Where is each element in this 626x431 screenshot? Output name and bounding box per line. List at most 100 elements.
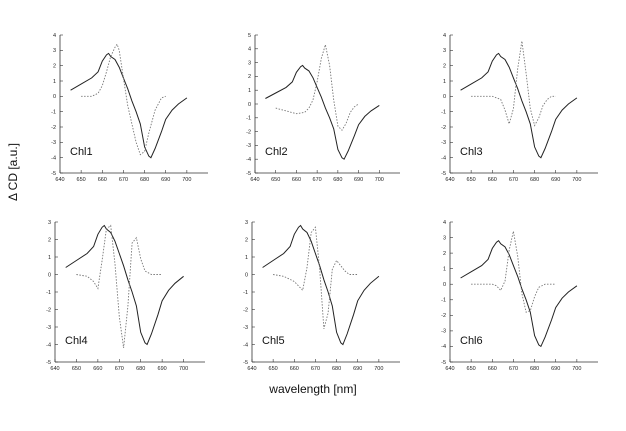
y-tick-label: -1: [441, 298, 446, 304]
y-tick-label: -1: [243, 290, 248, 296]
y-tick-label: -4: [51, 155, 56, 161]
y-tick-label: 0: [443, 94, 446, 100]
y-tick-label: 3: [53, 48, 56, 54]
y-tick-label: 5: [248, 33, 251, 39]
y-tick-label: -3: [243, 325, 248, 331]
y-tick-label: -3: [246, 143, 251, 149]
x-tick-label: 670: [509, 366, 518, 372]
y-tick-label: 2: [245, 237, 248, 243]
y-tick-label: -3: [441, 140, 446, 146]
x-tick-label: 690: [354, 177, 363, 183]
panel-label: Chl5: [262, 335, 285, 347]
x-tick-label: 680: [332, 366, 341, 372]
y-tick-label: 3: [443, 48, 446, 54]
x-tick-label: 660: [488, 177, 497, 183]
y-tick-label: 2: [443, 63, 446, 69]
x-tick-label: 650: [467, 177, 476, 183]
panel-chl2: -5 -4 -3 -2 -1 0 1 2 3 4 5 640 650 660 670 680 690 700 Chl…: [246, 33, 400, 183]
y-tick-label: -1: [441, 109, 446, 115]
y-tick-label: -5: [243, 360, 248, 366]
y-tick-label: 1: [443, 266, 446, 272]
solid-series-line: [460, 239, 578, 348]
x-tick-label: 670: [509, 177, 518, 183]
y-tick-label: -2: [246, 129, 251, 135]
x-tick-label: 700: [572, 177, 581, 183]
y-tick-label: -3: [51, 140, 56, 146]
x-tick-label: 660: [93, 366, 102, 372]
y-tick-label: 2: [443, 251, 446, 257]
y-tick-label: -5: [51, 171, 56, 177]
y-tick-label: 2: [48, 237, 51, 243]
y-tick-label: -2: [441, 125, 446, 131]
solid-series-line: [460, 52, 578, 159]
x-tick-label: 700: [374, 366, 383, 372]
dotted-series-line: [81, 43, 166, 156]
x-tick-label: 650: [77, 177, 86, 183]
y-tick-label: 4: [443, 33, 446, 39]
y-tick-label: -4: [46, 342, 51, 348]
x-tick-label: 640: [250, 177, 259, 183]
y-tick-label: 0: [443, 282, 446, 288]
x-tick-label: 680: [140, 177, 149, 183]
x-tick-label: 640: [50, 366, 59, 372]
y-tick-label: -5: [441, 171, 446, 177]
x-tick-label: 660: [98, 177, 107, 183]
panel-label: Chl1: [70, 146, 93, 158]
x-tick-label: 700: [179, 366, 188, 372]
x-axis-label: wavelength [nm]: [269, 382, 357, 396]
solid-series-line: [65, 224, 184, 346]
y-tick-label: -5: [246, 171, 251, 177]
panel-chl1: -5 -4 -3 -2 -1 0 1 2 3 4 640 650 660 670 680 690 700 Chl1: [51, 33, 208, 183]
x-tick-label: 670: [115, 366, 124, 372]
y-tick-label: -3: [46, 325, 51, 331]
panel-label: Chl6: [460, 335, 483, 347]
panel-label: Chl3: [460, 146, 483, 158]
y-tick-label: 0: [48, 272, 51, 278]
x-tick-label: 700: [182, 177, 191, 183]
y-tick-label: -5: [46, 360, 51, 366]
y-tick-label: 1: [245, 255, 248, 261]
y-tick-label: 2: [248, 74, 251, 80]
x-tick-label: 650: [467, 366, 476, 372]
y-tick-label: 0: [245, 272, 248, 278]
y-tick-label: 4: [53, 33, 56, 39]
x-tick-label: 650: [269, 366, 278, 372]
y-tick-label: -1: [51, 109, 56, 115]
x-tick-label: 670: [311, 366, 320, 372]
x-tick-label: 640: [55, 177, 64, 183]
panel-chl5: -5 -4 -3 -2 -1 0 1 2 3 640 650 660 670 680 690 700 Chl5: [243, 220, 400, 372]
y-tick-label: -2: [51, 125, 56, 131]
x-tick-label: 700: [572, 366, 581, 372]
y-tick-label: 4: [443, 220, 446, 226]
y-tick-label: -1: [246, 116, 251, 122]
y-tick-label: -5: [441, 360, 446, 366]
y-tick-label: -4: [441, 344, 446, 350]
x-tick-label: 690: [551, 366, 560, 372]
dotted-series-line: [273, 226, 358, 329]
x-tick-label: 660: [488, 366, 497, 372]
x-tick-label: 640: [445, 177, 454, 183]
x-tick-label: 660: [292, 177, 301, 183]
y-tick-label: 1: [443, 79, 446, 85]
x-tick-label: 670: [119, 177, 128, 183]
x-tick-label: 690: [353, 366, 362, 372]
x-tick-label: 690: [161, 177, 170, 183]
x-tick-label: 690: [158, 366, 167, 372]
y-tick-label: 3: [248, 60, 251, 66]
y-tick-label: -1: [46, 290, 51, 296]
y-tick-label: 1: [48, 255, 51, 261]
y-tick-label: 1: [53, 79, 56, 85]
y-tick-label: -4: [246, 157, 251, 163]
y-tick-label: -2: [441, 313, 446, 319]
x-tick-label: 660: [290, 366, 299, 372]
dotted-series-line: [76, 224, 163, 349]
dotted-series-line: [275, 44, 359, 131]
x-tick-label: 680: [136, 366, 145, 372]
y-tick-label: -3: [441, 329, 446, 335]
y-tick-label: 4: [248, 47, 251, 53]
panel-chl4: -5 -4 -3 -2 -1 0 1 2 3 640 650 660 670 680 690 700 Chl4: [46, 220, 205, 372]
y-tick-label: 3: [48, 220, 51, 226]
x-tick-label: 640: [247, 366, 256, 372]
y-tick-label: 0: [248, 102, 251, 108]
